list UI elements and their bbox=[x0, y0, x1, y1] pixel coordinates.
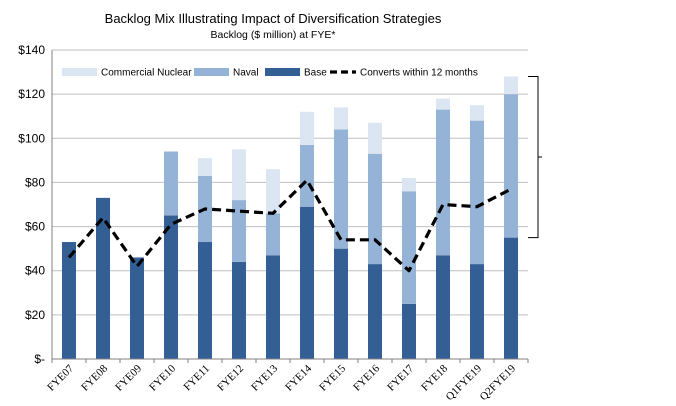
bar-naval bbox=[232, 200, 246, 262]
bar-commercial-nuclear bbox=[470, 105, 484, 121]
y-axis: $- $20 $40 $60 $80 $100 $120 $140 bbox=[18, 43, 53, 366]
bar-commercial-nuclear bbox=[266, 169, 280, 214]
x-tick-label: FYE17 bbox=[385, 362, 416, 393]
y-tick-label: $60 bbox=[25, 220, 45, 234]
x-tick-label: FYE08 bbox=[79, 362, 110, 393]
bar-base bbox=[96, 197, 110, 359]
bracket-annotation bbox=[528, 75, 542, 239]
bar-base bbox=[504, 237, 518, 359]
y-tick-label: $140 bbox=[18, 43, 45, 57]
x-tick-label: FYE16 bbox=[351, 362, 382, 393]
legend-label: Naval bbox=[233, 68, 259, 79]
y-tick-label: $100 bbox=[18, 131, 45, 145]
bar-commercial-nuclear bbox=[402, 178, 416, 192]
bar-base bbox=[436, 255, 450, 359]
stacked-bars bbox=[62, 76, 518, 359]
x-tick-label: FYE18 bbox=[419, 362, 450, 393]
bar-commercial-nuclear bbox=[300, 111, 314, 145]
y-tick-label: $120 bbox=[18, 87, 45, 101]
bar-naval bbox=[470, 120, 484, 265]
y-tick-label: $40 bbox=[25, 264, 45, 278]
bar-commercial-nuclear bbox=[436, 98, 450, 110]
legend-swatch-commercial-nuclear bbox=[62, 68, 97, 76]
bracket-path bbox=[528, 75, 542, 239]
legend-swatch-base bbox=[265, 68, 300, 76]
bar-naval bbox=[504, 94, 518, 238]
bar-naval bbox=[266, 213, 280, 256]
bar-base bbox=[266, 255, 280, 359]
converts-line bbox=[67, 178, 512, 273]
x-tick-label: Q2FYE19 bbox=[478, 362, 519, 403]
bar-commercial-nuclear bbox=[504, 76, 518, 95]
gridlines bbox=[52, 49, 528, 316]
bar-naval bbox=[334, 129, 348, 249]
bar-naval bbox=[368, 153, 382, 265]
bar-base bbox=[232, 261, 246, 359]
chart-title: Backlog Mix Illustrating Impact of Diver… bbox=[105, 11, 442, 26]
converts-series-line bbox=[67, 178, 512, 273]
bar-base bbox=[368, 264, 382, 359]
bar-base bbox=[470, 264, 484, 359]
bar-base bbox=[130, 257, 144, 359]
x-tick-label: FYE11 bbox=[181, 363, 212, 394]
x-tick-label: FYE14 bbox=[283, 362, 314, 393]
x-axis: FYE07 FYE08 FYE09 FYE10 FYE11 FYE12 FYE13 FYE14… bbox=[45, 358, 529, 403]
bar-commercial-nuclear bbox=[198, 158, 212, 176]
legend: Commercial Nuclear Naval Base Converts with… bbox=[62, 68, 478, 79]
bar-base bbox=[62, 242, 76, 359]
bar-naval bbox=[164, 151, 178, 216]
bar-commercial-nuclear bbox=[334, 107, 348, 130]
bar-base bbox=[334, 248, 348, 359]
chart-subtitle: Backlog ($ million) at FYE* bbox=[211, 29, 336, 41]
x-tick-label: FYE10 bbox=[147, 362, 178, 393]
bar-base bbox=[164, 215, 178, 359]
x-tick-label: FYE13 bbox=[249, 362, 280, 393]
y-tick-label: $80 bbox=[25, 175, 45, 189]
bar-naval bbox=[436, 109, 450, 256]
x-tick-label: Q1FYE19 bbox=[444, 362, 485, 403]
x-tick-label: FYE15 bbox=[317, 362, 348, 393]
legend-label: Base bbox=[304, 68, 327, 79]
bar-naval bbox=[300, 144, 314, 207]
legend-swatch-naval bbox=[194, 68, 229, 76]
x-tick-label: FYE12 bbox=[215, 363, 246, 394]
bar-base bbox=[300, 206, 314, 359]
x-tick-label: FYE07 bbox=[45, 362, 76, 393]
bar-commercial-nuclear bbox=[232, 149, 246, 201]
x-tick-label: FYE09 bbox=[113, 362, 144, 393]
legend-label: Converts within 12 months bbox=[360, 68, 478, 79]
bar-commercial-nuclear bbox=[368, 122, 382, 154]
y-tick-label: $20 bbox=[25, 308, 45, 322]
bar-base bbox=[402, 303, 416, 359]
y-tick-label: $- bbox=[34, 352, 45, 366]
legend-label: Commercial Nuclear bbox=[101, 68, 192, 79]
bar-naval bbox=[402, 191, 416, 304]
bar-base bbox=[198, 242, 212, 359]
